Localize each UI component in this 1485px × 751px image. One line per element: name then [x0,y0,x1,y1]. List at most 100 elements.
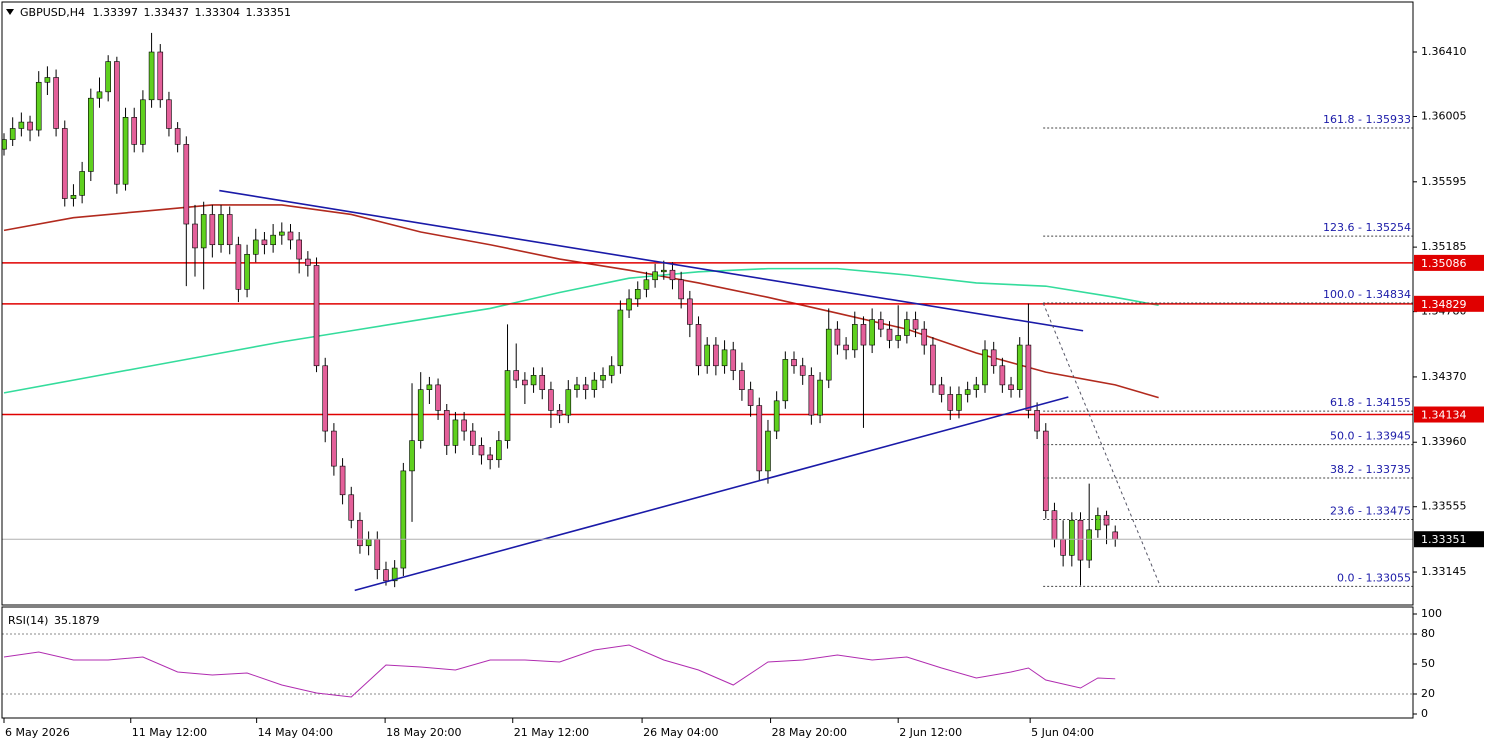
candle-body [374,539,381,570]
candle-body [140,99,146,145]
candle-body [695,324,702,367]
candle-body [122,117,129,185]
y-tick-label: 1.33960 [1421,435,1467,448]
candle-body [27,121,33,131]
candle-body [1069,519,1075,556]
candle-body [1016,344,1023,390]
candle-body [756,405,763,472]
candle-body [947,394,954,411]
candle-body [1077,519,1084,561]
candle-body [469,430,476,446]
candle-body [166,99,172,129]
x-tick-label: 14 May 04:00 [258,726,333,739]
menu-arrow[interactable] [6,9,14,15]
fib-label: 123.6 - 1.35254 [1323,221,1411,234]
level-label-box [1414,254,1484,271]
candle-body [643,279,650,290]
candle-body [747,389,754,406]
level-label: 1.34829 [1421,298,1467,311]
candle-body [409,440,415,472]
candle-body [279,231,285,236]
rsi-line [3,644,1116,698]
candle-body [496,440,502,461]
candle-body [678,279,684,300]
rsi-tick-label: 0 [1421,707,1428,720]
candle-body [114,61,120,185]
y-tick-label: 1.34370 [1421,370,1467,383]
candle-body [591,379,598,390]
candle-body [296,239,302,260]
candle-body [921,328,928,346]
candle-body [331,430,337,467]
candle-body [938,384,945,395]
candle-body [461,419,467,432]
rsi-value: 35.1879 [54,614,100,627]
candle-body [548,389,554,411]
rsi-name: RSI(14) [8,614,48,627]
candle-body [1008,384,1014,390]
candle-body [895,335,901,341]
candle-body [252,239,259,255]
close: 1.33351 [245,6,291,19]
x-tick-label: 6 May 2026 [5,726,70,739]
x-tick-label: 21 May 12:00 [514,726,589,739]
fib-label: 23.6 - 1.33475 [1330,504,1411,517]
fib-label: 38.2 - 1.33735 [1330,463,1411,476]
candle-body [435,384,441,411]
candle-body [956,394,962,411]
candle-body [973,384,980,390]
candle-body [817,379,823,416]
candle-body [61,128,68,199]
candle-body [530,375,537,386]
candle-body [53,77,59,129]
y-tick-label: 1.35595 [1421,175,1467,188]
candle-body [131,117,138,145]
fib-label: 0.0 - 1.33055 [1337,571,1411,584]
rsi-tick-label: 50 [1421,657,1435,670]
candle-body [652,271,658,281]
candle-body [209,214,216,246]
symbol: GBPUSD,H4 [20,6,85,19]
y-tick-label: 1.36410 [1421,45,1467,58]
candle-body [400,470,407,569]
candle-body [825,328,832,381]
x-tick-label: 28 May 20:00 [772,726,847,739]
candle-body [357,519,363,547]
candle-body [261,239,268,246]
candle-body [773,400,780,432]
candle-body [391,567,398,582]
candle-body [669,269,676,281]
candle-body [730,349,737,371]
candle-body [79,171,85,196]
candle-body [365,539,372,547]
moving-average [3,204,1159,399]
candle-body [183,144,190,225]
candle-body [18,121,25,129]
candle-body [608,365,615,376]
level-label: 1.34134 [1421,409,1467,422]
candle-body [96,91,103,99]
x-tick-label: 11 May 12:00 [132,726,207,739]
candle-body [105,61,111,93]
rsi-frame [1,606,1414,719]
candle-body [192,223,198,249]
candle-body [990,349,997,367]
candle-body [1051,510,1058,540]
y-tick-label: 1.35185 [1421,240,1467,253]
candle-body [860,324,867,346]
candle-body [1042,430,1049,512]
candle-body [765,430,771,472]
candle-body [348,494,355,521]
candle-body [999,365,1006,386]
open: 1.33397 [92,6,138,19]
candle-body [70,195,77,199]
candle-body [1086,529,1092,561]
candle-body [339,465,346,496]
fib-label: 50.0 - 1.33945 [1330,430,1411,443]
y-tick-label: 1.33555 [1421,500,1467,513]
candle-body [2,139,7,150]
axes: 1.364101.360051.355951.351851.347801.343… [3,45,1484,739]
candle-body [582,384,589,390]
candle-body [270,234,276,246]
candle-body [617,309,624,367]
